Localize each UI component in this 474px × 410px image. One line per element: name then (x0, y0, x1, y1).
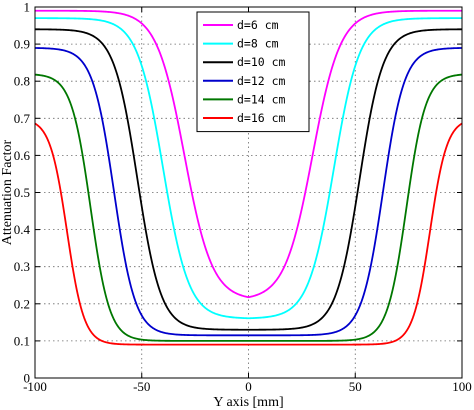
y-tick-label: 0.9 (14, 37, 30, 52)
axis-ticks: -100 -50 0 50 100 0 0.1 0.2 0.3 0.4 0.5 0.6 0.7 0.8 0.… (14, 0, 472, 394)
legend-label: d=16 cm (237, 111, 286, 125)
y-tick-label: 0.3 (14, 259, 30, 274)
series-line-1 (35, 9, 462, 299)
series-line-5 (34, 73, 463, 342)
y-tick-label: 0.2 (14, 296, 30, 311)
y-tick-label: 0.7 (14, 111, 31, 126)
series-line-2 (35, 17, 462, 320)
y-axis-title: Attenuation Factor (0, 139, 15, 245)
x-tick-label: 100 (452, 379, 472, 394)
grid-lines (35, 7, 462, 378)
y-tick-label: 0.1 (14, 333, 30, 348)
x-tick-label: 0 (245, 379, 252, 394)
legend: d=6 cm d=8 cm d=10 cm d=12 cm d=14 cm d=16 cm (196, 11, 310, 133)
x-tick-label: 50 (349, 379, 362, 394)
series-line-6 (34, 122, 463, 346)
y-tick-label: 0.6 (14, 148, 31, 163)
series-line-3 (35, 28, 462, 331)
x-axis-title: Y axis [mm] (213, 395, 283, 410)
x-tick-label: -100 (23, 379, 47, 394)
y-tick-label: 0.8 (14, 74, 30, 89)
legend-label: d=12 cm (237, 74, 286, 88)
x-tick-label: -50 (133, 379, 150, 394)
y-tick-label: 0.4 (14, 222, 31, 237)
y-tick-label: 1 (24, 0, 31, 15)
y-tick-label: 0.5 (14, 185, 30, 200)
y-tick-label: 0 (24, 371, 31, 386)
legend-label: d=8 cm (237, 37, 279, 51)
series-lines (34, 9, 463, 346)
series-line-4 (34, 47, 463, 337)
legend-box (196, 11, 310, 133)
legend-label: d=10 cm (237, 55, 286, 69)
legend-label: d=14 cm (237, 92, 286, 106)
legend-label: d=6 cm (237, 18, 279, 32)
